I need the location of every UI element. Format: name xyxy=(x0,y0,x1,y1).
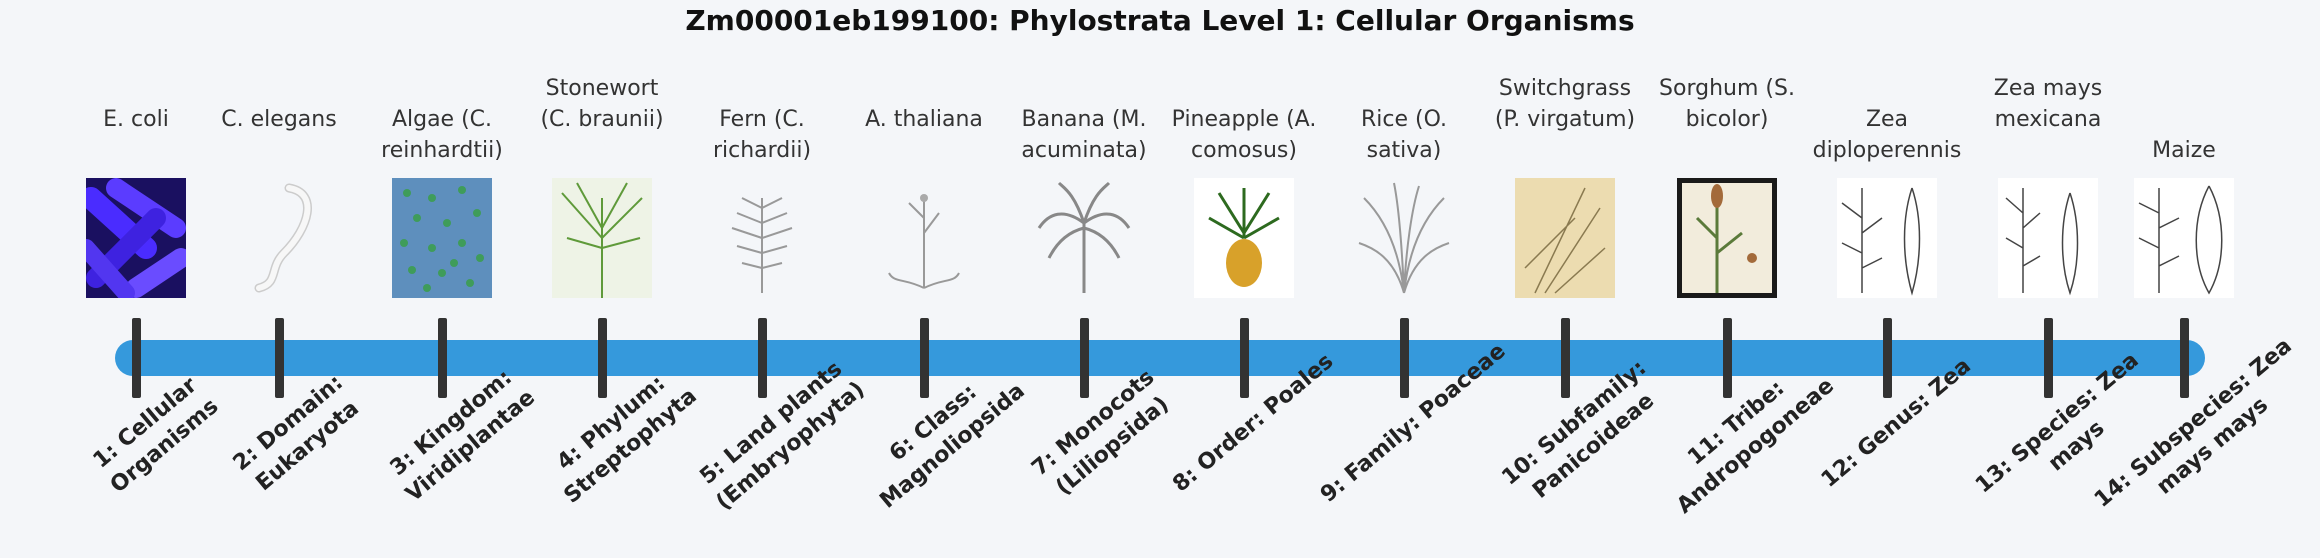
organism-label: Fern (C. richardii) xyxy=(712,107,812,163)
stonewort-image xyxy=(552,178,652,298)
timeline-tick xyxy=(1883,318,1892,398)
zea-diploperennis-image xyxy=(1837,178,1937,298)
timeline-tick xyxy=(920,318,929,398)
timeline-bar xyxy=(115,340,2205,376)
sorghum-image xyxy=(1677,178,1777,298)
timeline-tick xyxy=(2180,318,2189,398)
organism-label: Banana (M. acuminata) xyxy=(1021,107,1147,163)
organism-label: E. coli xyxy=(103,107,169,132)
maize-image xyxy=(2134,178,2234,298)
timeline-tick xyxy=(132,318,141,398)
arabidopsis-image xyxy=(874,178,974,298)
zea-mexicana-image xyxy=(1998,178,2098,298)
timeline-tick xyxy=(1240,318,1249,398)
switchgrass-image xyxy=(1515,178,1615,298)
organism-label: Pineapple (A. comosus) xyxy=(1171,107,1317,163)
organism-label: Sorghum (S. bicolor) xyxy=(1659,76,1795,132)
timeline-tick xyxy=(2044,318,2053,398)
fern-image xyxy=(712,178,812,298)
organism-label: Algae (C. reinhardtii) xyxy=(381,107,503,163)
timeline-tick xyxy=(1561,318,1570,398)
pineapple-image xyxy=(1194,178,1294,298)
timeline-tick xyxy=(275,318,284,398)
timeline-tick xyxy=(758,318,767,398)
rice-image xyxy=(1354,178,1454,298)
timeline-tick xyxy=(598,318,607,398)
page-title: Zm00001eb199100: Phylostrata Level 1: Ce… xyxy=(685,4,1635,37)
timeline-tick xyxy=(1723,318,1732,398)
timeline-tick xyxy=(1080,318,1089,398)
timeline-tick xyxy=(1400,318,1409,398)
organism-label: A. thaliana xyxy=(865,107,983,132)
algae-image xyxy=(392,178,492,298)
banana-image xyxy=(1034,178,1134,298)
organism-label: Switchgrass (P. virgatum) xyxy=(1494,76,1636,132)
organism-label: Maize xyxy=(2152,138,2216,163)
organism-label: Zea mays mexicana xyxy=(1993,76,2103,132)
organism-label: Stonewort (C. braunii) xyxy=(540,76,664,132)
c-elegans-image xyxy=(229,178,329,298)
organism-label: Rice (O. sativa) xyxy=(1360,107,1448,163)
organism-label: Zea diploperennis xyxy=(1812,107,1962,163)
e-coli-image xyxy=(86,178,186,298)
organism-label: C. elegans xyxy=(221,107,337,132)
timeline-tick xyxy=(438,318,447,398)
